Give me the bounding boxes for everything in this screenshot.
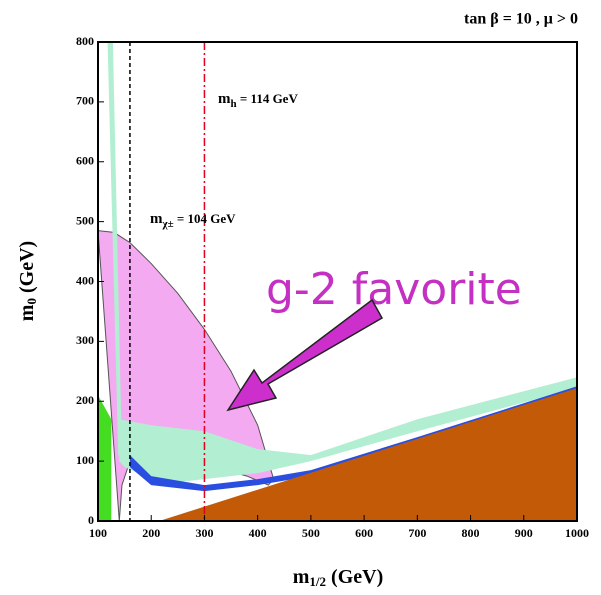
y-tick-label: 100 (76, 453, 94, 467)
x-tick-label: 1000 (565, 526, 589, 540)
label-sub: χ± (162, 218, 174, 230)
x-tick-label: 300 (195, 526, 213, 540)
y-tick-label: 200 (76, 393, 94, 407)
label-sub: 1/2 (309, 574, 326, 589)
g2-annotation: g-2 favorite (266, 264, 522, 315)
label-main: m (218, 91, 231, 107)
label-sub: h (231, 98, 237, 110)
x-axis-label: m1/2 (GeV) (293, 566, 384, 589)
label-rest: (GeV) (16, 241, 38, 298)
y-axis-label: m0 (GeV) (16, 241, 39, 321)
label-sub: 0 (24, 298, 39, 305)
region (129, 386, 577, 492)
label-main: m (150, 211, 163, 227)
plot-area (97, 42, 578, 522)
y-tick-label: 600 (76, 154, 94, 168)
label-rest: (GeV) (326, 566, 383, 588)
x-tick-label: 400 (249, 526, 267, 540)
x-tick-label: 800 (462, 526, 480, 540)
g2-arrow (226, 298, 384, 412)
label-main: m (293, 566, 310, 588)
y-tick-label: 500 (76, 213, 94, 227)
region (98, 395, 112, 521)
x-tick-label: 600 (355, 526, 373, 540)
chart-title: tan β = 10 , μ > 0 (464, 11, 578, 28)
chargino-annotation: mχ± = 104 GeV (150, 211, 236, 230)
label-main: m (16, 304, 38, 321)
x-tick-label: 100 (89, 526, 107, 540)
region (119, 377, 578, 483)
y-tick-label: 800 (76, 34, 94, 48)
label-rest: = 104 GeV (174, 211, 237, 226)
mh-annotation: mh = 114 GeV (218, 91, 298, 110)
x-tick-label: 700 (408, 526, 426, 540)
region (159, 388, 577, 521)
y-tick-label: 700 (76, 94, 94, 108)
x-tick-label: 900 (515, 526, 533, 540)
y-tick-label: 0 (88, 513, 94, 527)
x-tick-label: 500 (302, 526, 320, 540)
x-tick-label: 200 (142, 526, 160, 540)
y-tick-label: 300 (76, 333, 94, 347)
label-rest: = 114 GeV (237, 91, 299, 106)
y-tick-label: 400 (76, 273, 94, 287)
region (107, 42, 122, 456)
